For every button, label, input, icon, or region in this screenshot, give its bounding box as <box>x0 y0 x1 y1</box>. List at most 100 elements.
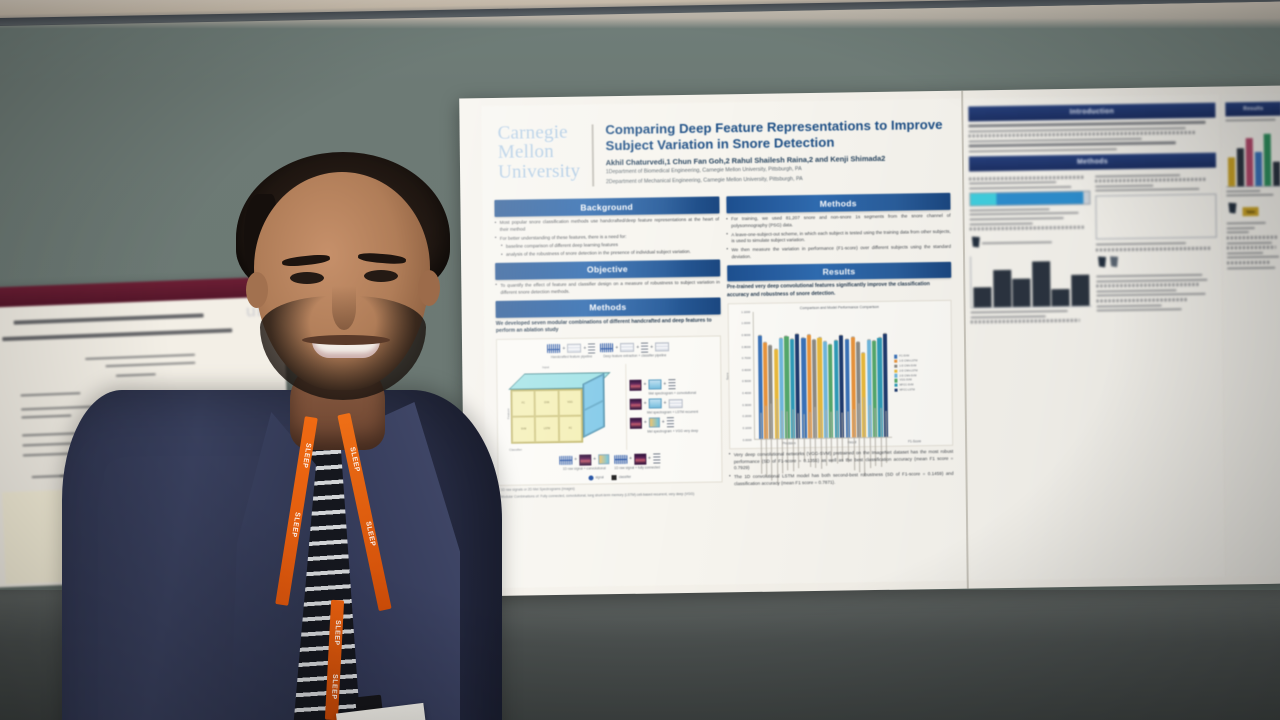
adjacent-poster-heading-methods: Methods <box>968 152 1217 172</box>
chart-bar <box>882 333 889 464</box>
chart-bar <box>768 344 774 481</box>
section-heading-methods-right: Methods <box>725 193 951 214</box>
cube-axis-z-label: Input <box>542 364 550 370</box>
waveform-icon <box>600 343 614 353</box>
matrix-icon <box>620 343 635 353</box>
chart-y-tick: 0.6000 <box>741 367 751 372</box>
adjacent-poster-image <box>1110 256 1118 267</box>
chart-y-tick: 0.5000 <box>742 379 751 384</box>
chart-legend-item: MFCC-SVM <box>894 383 949 388</box>
adjacent-poster: Introduction Methods <box>964 94 1225 581</box>
chart-bar-group <box>845 309 889 477</box>
poster-header: Carnegie Mellon University Comparing Dee… <box>489 105 954 195</box>
conv-block-icon <box>648 398 662 409</box>
poster-column-right: Methods For training, we used 81,207 sno… <box>724 189 954 496</box>
chart-y-tick: 1.0000 <box>741 321 751 326</box>
layers-icon <box>588 343 596 354</box>
chart-legend-item: FC-SVM <box>894 354 949 359</box>
chart-bar <box>833 339 839 465</box>
chart-error-cap <box>851 335 855 337</box>
spectrogram-icon <box>633 453 647 465</box>
results-bullet: Very deep convolutional networks (VGG-SV… <box>729 448 954 472</box>
chart-y-tick: 0.2000 <box>742 414 752 419</box>
chart-bar <box>801 336 807 462</box>
chart-legend-label: MFCC-LSTM <box>899 388 915 392</box>
chart-legend-label: MFCC-SVM <box>899 383 914 387</box>
far-right-poster-heading: Results <box>1225 101 1280 117</box>
chart-error-cap <box>784 335 788 337</box>
chart-error-cap <box>817 336 821 338</box>
chart-legend-swatch <box>894 369 898 373</box>
layers-icon <box>666 417 674 428</box>
chart-legend-swatch <box>894 388 898 392</box>
waveform-icon <box>559 455 573 465</box>
ear-left <box>246 272 268 308</box>
chart-y-tick: 0.8000 <box>741 344 751 349</box>
methods-right-body: For training, we used 81,207 snore and n… <box>726 213 951 261</box>
section-heading-results: Results <box>726 261 952 282</box>
results-chart: Comparison and Model Performance Compari… <box>724 299 954 485</box>
chart-y-tick: 0.0000 <box>742 437 752 442</box>
header-divider <box>591 124 594 187</box>
pipeline-diagram: + + <box>547 343 596 354</box>
chart-legend-label: 1-D CNN-LSTM <box>899 359 918 363</box>
chart-error-cap <box>839 334 843 336</box>
chart-y-tick: 0.9000 <box>741 332 751 338</box>
signal-dot-icon <box>588 475 594 481</box>
chart-bar <box>845 338 851 463</box>
spectrogram-icon <box>579 454 592 466</box>
chart-legend-swatch <box>894 364 898 368</box>
chart-legend-swatch <box>894 374 898 378</box>
chart-legend-swatch <box>894 383 898 388</box>
pipeline-diagram: + + <box>559 454 610 466</box>
adjacent-poster-figure <box>969 190 1091 207</box>
pipeline-caption: Mel spectrogram + LSTM recurrent <box>646 409 699 415</box>
chart-legend-item: 1-D CNN-SVM <box>894 364 949 368</box>
chart-bar <box>812 338 818 468</box>
eye-left <box>290 272 324 284</box>
chart-bar <box>822 341 829 466</box>
pipeline-caption: Mel spectrogram + VGG very deep <box>647 428 699 434</box>
far-right-poster-image <box>1228 203 1236 214</box>
waveform-icon <box>547 344 561 354</box>
chart-error-cap <box>862 352 866 353</box>
chart-error-cap <box>828 343 832 344</box>
layers-icon <box>641 342 649 353</box>
chart-y-tick: 0.3000 <box>742 402 752 407</box>
pipeline-caption: Deep feature extraction + classifier pip… <box>603 353 667 359</box>
chart-y-tick: 0.4000 <box>742 391 752 396</box>
chart-error-cap <box>845 338 849 339</box>
chart-x-tick: F1-Score <box>908 438 922 444</box>
pipeline-diagram: + + + <box>600 342 670 353</box>
chart-legend-label: 1-D CNN-SVM <box>899 364 917 368</box>
chart-bar <box>795 333 801 469</box>
chart-error-cap <box>763 341 767 343</box>
chart-bar <box>773 348 779 485</box>
chart-error-cap <box>807 334 811 335</box>
pipeline-caption: 1D raw signal + fully connected <box>614 465 660 470</box>
chart-legend-item: 2-D CNN-SVM <box>894 373 949 378</box>
chart-bar <box>789 338 796 472</box>
vgg-block-icon <box>648 417 660 428</box>
matrix-icon <box>668 398 683 409</box>
eye-right <box>364 270 398 282</box>
chart-legend-swatch <box>894 378 898 383</box>
chart-error-cap <box>823 341 827 342</box>
chart-error-cap <box>758 335 762 336</box>
chart-legend-swatch <box>894 354 898 359</box>
results-bullets: Very deep convolutional networks (VGG-SV… <box>729 448 954 487</box>
vgg-block-icon <box>598 454 610 465</box>
poster-board: Carnegie Mellon University Comparing Dee… <box>459 85 1280 597</box>
chart-error-cap <box>834 339 838 341</box>
conv-block-icon <box>648 379 662 390</box>
chart-y-tick: 1.1000 <box>741 309 751 314</box>
pipeline-diagram: + + <box>629 378 715 391</box>
chart-legend-item: 1-D CNN-LSTM <box>894 359 949 364</box>
chart-bar <box>778 337 785 474</box>
chart-y-tick: 0.1000 <box>742 425 752 431</box>
chart-y-axis-label: Score <box>724 372 729 380</box>
chart-error-cap <box>877 336 881 338</box>
chart-bar <box>784 335 790 471</box>
layers-icon <box>668 379 676 390</box>
